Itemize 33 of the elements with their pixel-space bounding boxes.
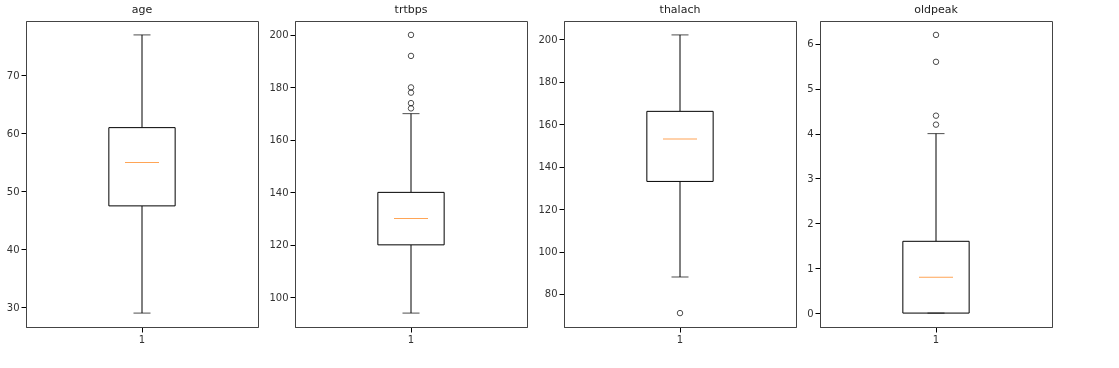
x-tick-label: 1 <box>932 333 940 345</box>
y-tick-label: 180 <box>269 81 289 93</box>
chart-title: thalach <box>659 3 701 16</box>
y-tick-label: 160 <box>269 134 289 146</box>
y-tick-label: 140 <box>538 161 558 173</box>
y-tick-label: 50 <box>6 185 20 197</box>
y-tick-label: 1 <box>807 262 814 274</box>
y-tick-label: 60 <box>6 127 20 139</box>
y-tick-label: 200 <box>269 29 289 41</box>
y-tick-label: 4 <box>807 128 814 140</box>
x-tick-label: 1 <box>407 333 415 345</box>
y-tick-label: 5 <box>807 83 814 95</box>
chart-title: age <box>131 3 153 16</box>
y-tick-label: 180 <box>538 76 558 88</box>
x-tick-label: 1 <box>138 333 146 345</box>
y-tick-label: 0 <box>807 307 814 319</box>
y-tick-label: 2 <box>807 217 814 229</box>
chart-title: trtbps <box>394 3 428 16</box>
y-tick-label: 3 <box>807 172 814 184</box>
chart-title: oldpeak <box>914 3 959 16</box>
y-tick-label: 160 <box>538 118 558 130</box>
x-tick-label: 1 <box>676 333 684 345</box>
y-tick-label: 80 <box>544 288 558 300</box>
y-tick-label: 6 <box>807 38 814 50</box>
y-tick-label: 70 <box>6 69 20 81</box>
y-tick-label: 100 <box>269 291 289 303</box>
y-tick-label: 120 <box>269 239 289 251</box>
y-tick-label: 100 <box>538 246 558 258</box>
y-tick-label: 40 <box>6 243 20 255</box>
y-tick-label: 140 <box>269 186 289 198</box>
y-tick-label: 120 <box>538 203 558 215</box>
y-tick-label: 200 <box>538 33 558 45</box>
y-tick-label: 30 <box>6 301 20 313</box>
